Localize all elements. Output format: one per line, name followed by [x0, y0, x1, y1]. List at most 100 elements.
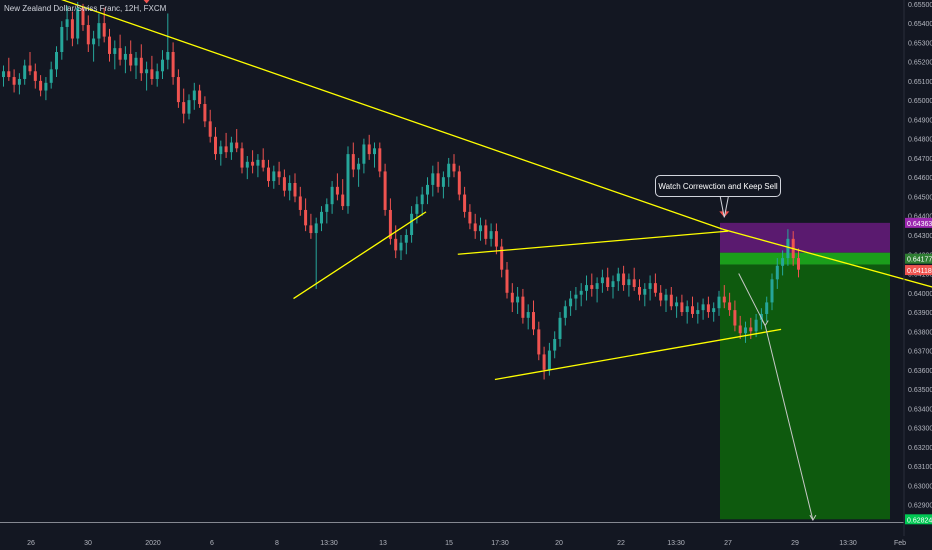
candle-body — [781, 258, 785, 266]
trendline — [457, 230, 729, 255]
price-label-tag — [905, 253, 932, 264]
candle-body — [17, 78, 21, 85]
price-label-text: 0.64118 — [907, 268, 932, 275]
candle-body — [426, 184, 429, 195]
candle-body — [669, 294, 673, 307]
candle-body — [351, 154, 355, 170]
candle-body — [632, 279, 636, 288]
x-tick-label: 15 — [445, 540, 453, 547]
candle-body — [256, 159, 260, 166]
candle-body — [717, 296, 721, 309]
candle-body — [367, 144, 371, 155]
sell-arrow-icon — [143, 0, 150, 4]
candle-body — [643, 288, 647, 295]
y-tick-label: 0.65300 — [908, 40, 932, 47]
candle-body — [569, 298, 573, 307]
candle-body — [712, 308, 716, 313]
x-tick-label: 6 — [210, 540, 214, 547]
candle-body — [733, 310, 737, 326]
candle-body — [298, 196, 302, 210]
candle-body — [240, 148, 244, 168]
candle-body — [92, 38, 96, 45]
y-tick-label: 0.65500 — [908, 2, 932, 9]
y-tick-label: 0.63700 — [908, 349, 932, 356]
candle-body — [685, 306, 689, 313]
candle-body — [738, 325, 742, 334]
candle-body — [346, 154, 350, 207]
candle-body — [277, 171, 281, 178]
candle-body — [516, 296, 520, 303]
y-tick-label: 0.63900 — [908, 310, 932, 317]
y-tick-label: 0.64300 — [908, 233, 932, 240]
y-tick-label: 0.63200 — [908, 445, 932, 452]
candle-body — [532, 312, 535, 330]
y-tick-label: 0.64400 — [908, 214, 932, 221]
candle-body — [123, 53, 127, 60]
candle-body — [314, 223, 318, 234]
candle-body — [245, 161, 249, 168]
candle-body — [70, 19, 74, 39]
candle-body — [23, 65, 27, 79]
candle-body — [537, 329, 541, 355]
candle-body — [452, 163, 456, 172]
candle-body — [744, 327, 747, 334]
candle-body — [622, 273, 626, 286]
y-tick-label: 0.65400 — [908, 21, 932, 28]
candle-body — [675, 302, 679, 307]
candle-body — [616, 273, 620, 282]
x-tick-label: 30 — [84, 540, 92, 547]
candle-body — [304, 209, 308, 226]
annotation-callout: Watch Correwction and Keep Sell — [655, 175, 781, 197]
trendline — [722, 228, 932, 288]
candle-body — [166, 52, 170, 60]
y-tick-label: 0.64000 — [908, 291, 932, 298]
candle-body — [81, 7, 85, 26]
candle-body — [579, 290, 583, 295]
candle-body — [28, 65, 32, 72]
candle-body — [214, 136, 217, 155]
candle-body — [129, 53, 133, 66]
stop-loss-zone — [720, 222, 890, 253]
candle-body — [261, 159, 265, 168]
y-tick-label: 0.64800 — [908, 137, 932, 144]
candle-body — [606, 277, 610, 288]
trendline — [61, 0, 724, 230]
y-tick-label: 0.63800 — [908, 329, 932, 336]
candle-body — [410, 213, 414, 235]
candle-body — [585, 285, 588, 291]
candle-body — [139, 57, 143, 74]
x-tick-label: 27 — [724, 540, 732, 547]
x-tick-label: 2020 — [145, 540, 161, 547]
candle-body — [229, 142, 233, 153]
candle-body — [399, 242, 403, 251]
candle-body — [176, 77, 180, 103]
projection-arrowhead — [809, 514, 817, 522]
candle-body — [574, 294, 578, 299]
candle-body — [494, 231, 498, 247]
candle-body — [759, 313, 763, 320]
candle-body — [192, 90, 196, 101]
candle-body — [362, 144, 366, 164]
candle-body — [235, 142, 239, 149]
candle-body — [378, 148, 382, 172]
y-tick-label: 0.64600 — [908, 175, 932, 182]
candle-body — [479, 225, 482, 232]
price-label-tag — [905, 217, 932, 228]
candle-body — [510, 292, 514, 303]
candle-body — [600, 277, 604, 284]
x-tick-label: 22 — [617, 540, 625, 547]
trendline — [293, 211, 427, 300]
candle-body — [102, 23, 106, 37]
price-label-text: 0.64363 — [907, 221, 932, 228]
candle-body — [44, 82, 48, 91]
x-tick-label: 13:30 — [320, 540, 338, 547]
x-tick-label: 17:30 — [491, 540, 509, 547]
candle-body — [282, 177, 286, 191]
y-tick-label: 0.63500 — [908, 387, 932, 394]
candle-body — [595, 283, 599, 289]
candle-body — [664, 294, 668, 301]
x-tick-label: 26 — [27, 540, 35, 547]
candle-body — [431, 173, 435, 185]
candle-body — [505, 269, 509, 293]
